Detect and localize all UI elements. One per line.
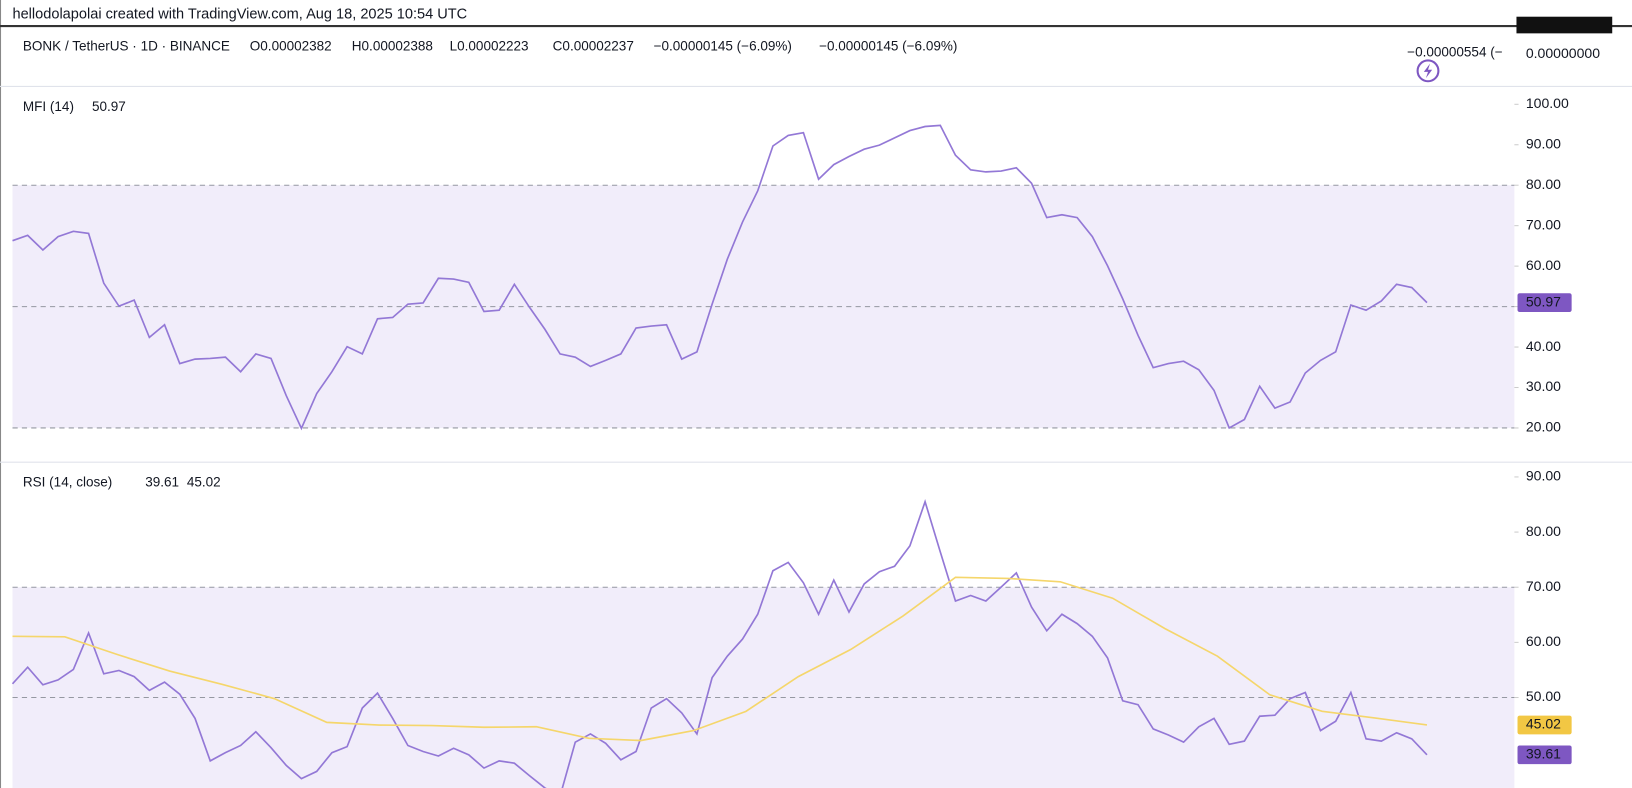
last-value-label: 39.61 [1526,746,1561,762]
y-tick-label: 80.00 [1526,523,1561,539]
y-tick-label: 70.00 [1526,578,1561,594]
alert-bolt [1423,63,1433,79]
y-tick-label: 60.00 [1526,633,1561,649]
symbol: BONK / TetherUS · 1D · BINANCE [23,38,230,53]
indicator-title: RSI (14, close) [23,475,112,490]
legend-value: 45.02 [187,475,221,490]
price-axis-label: 0.00000000 [1526,45,1600,61]
series-line [12,576,1428,742]
y-tick-label: 90.00 [1526,135,1561,151]
price-change: −0.00000554 (− [1407,45,1503,60]
band [12,587,1515,788]
ohlc-high: H0.00002388 [352,38,433,53]
ohlc-close: C0.00002237 [553,38,634,53]
price-box [1516,16,1613,34]
y-tick-label: 80.00 [1526,176,1561,192]
change-repeat: −0.00000145 (−6.09%) [819,38,957,53]
indicator-title: MFI (14) [23,99,74,114]
y-tick-label: 60.00 [1526,257,1561,273]
legend-value: 39.61 [145,475,179,490]
ohlc-open: O0.00002382 [250,38,332,53]
y-tick-label: 20.00 [1526,419,1561,435]
last-value-box [1517,745,1572,765]
series-line [11,499,1428,788]
last-value-box [1517,715,1572,735]
last-value-label: 45.02 [1526,716,1561,732]
series-line [12,124,1428,431]
alert-icon[interactable] [1416,59,1440,83]
last-value-box [1517,293,1572,313]
legend-value: 50.97 [92,99,126,114]
last-value-label: 50.97 [1526,293,1561,309]
y-tick-label: 90.00 [1526,468,1561,484]
attribution: hellodolapolai created with TradingView.… [12,6,467,22]
y-tick-label: 40.00 [1526,338,1561,354]
y-tick-label: 30.00 [1526,378,1561,394]
change: −0.00000145 (−6.09%) [654,38,792,53]
y-tick-label: 50.00 [1526,688,1561,704]
y-tick-label: 100.00 [1526,95,1569,111]
y-tick-label: 70.00 [1526,216,1561,232]
ohlc-low: L0.00002223 [450,38,529,53]
